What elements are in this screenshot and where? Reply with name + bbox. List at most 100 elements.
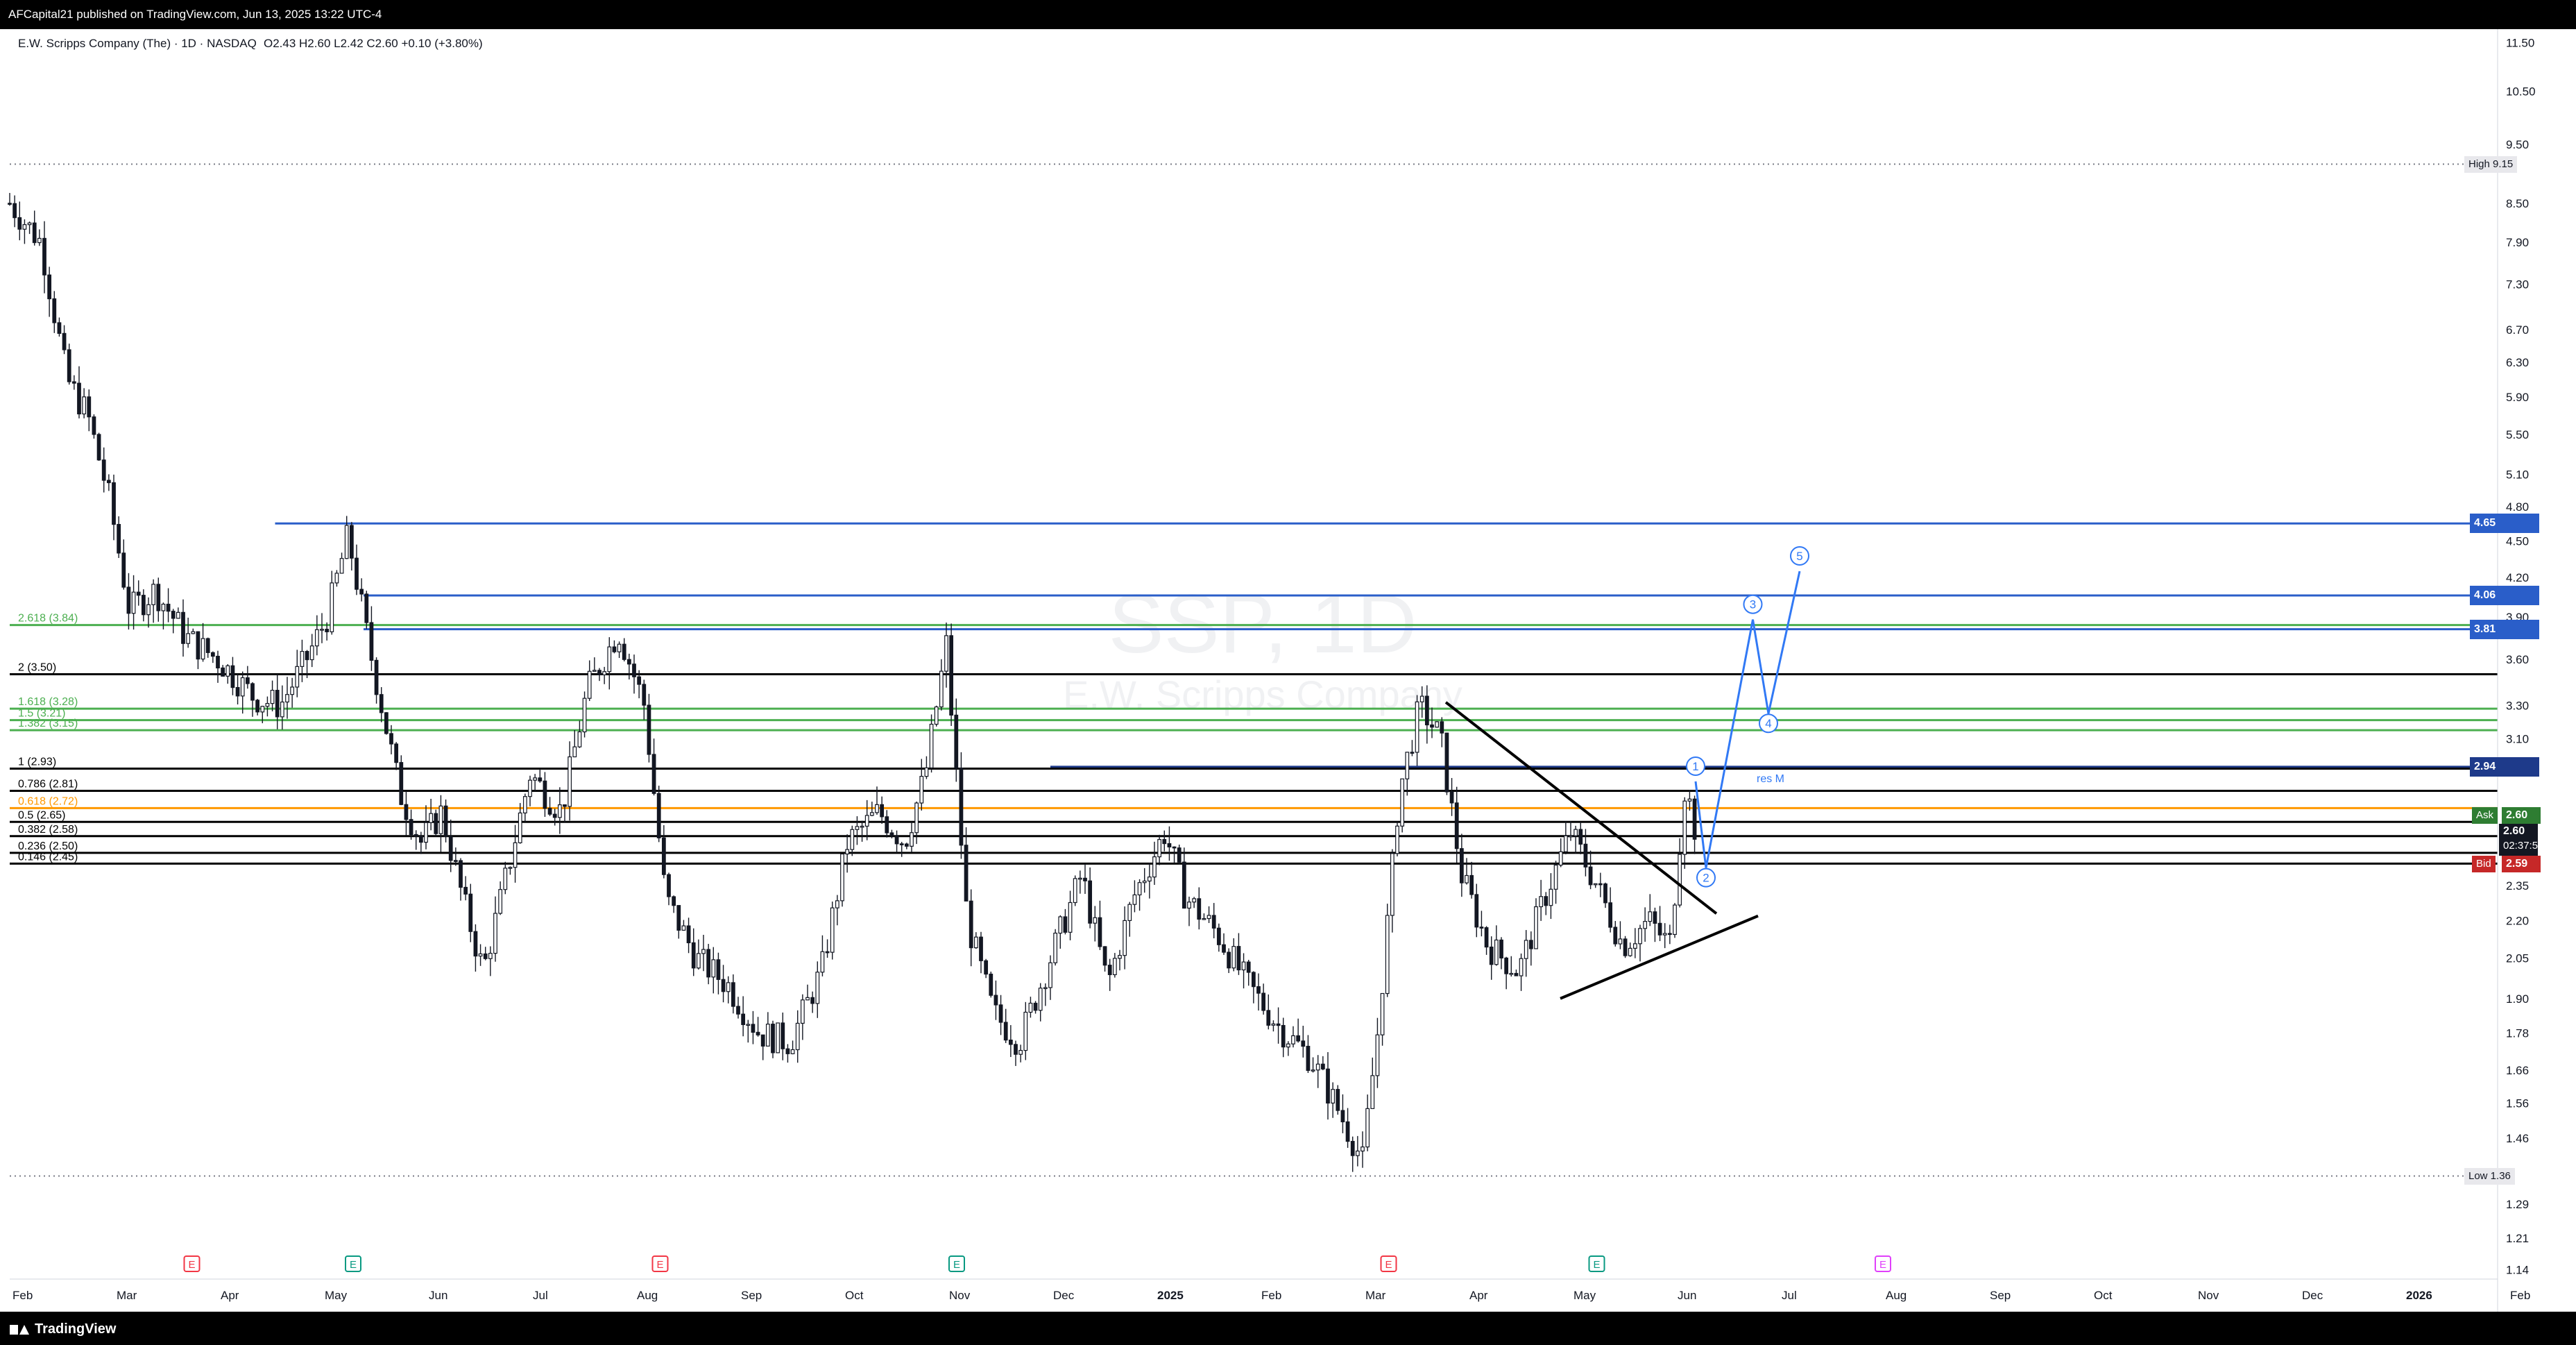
candle (686, 917, 691, 954)
candle-body (1405, 752, 1410, 779)
last-price-label: 2.60 02:37:52 (2499, 823, 2543, 856)
candle (1112, 953, 1117, 978)
candle-body (1286, 1043, 1290, 1048)
candle (101, 447, 106, 493)
earnings-marker-letter: E (1879, 1259, 1886, 1271)
candle (533, 774, 538, 792)
time-tick-label: Oct (2094, 1289, 2113, 1302)
price-tick-label: 6.30 (2506, 356, 2529, 369)
candle (557, 787, 562, 834)
candle-body (869, 812, 874, 816)
candle-body (552, 813, 557, 818)
candle-body (1424, 695, 1429, 726)
wave-label-circle (1686, 756, 1705, 776)
candle (216, 650, 220, 683)
candle (1648, 894, 1653, 927)
candle (1583, 829, 1588, 877)
candle (899, 842, 904, 857)
symbol-watermark: SSP, 1D E.W. Scripps Company (1063, 577, 1462, 716)
candle (374, 657, 379, 704)
candle (691, 928, 696, 976)
candle-body (349, 525, 354, 559)
candle (716, 952, 721, 995)
horizontal-levels[interactable] (10, 163, 2498, 1177)
candle-body (1449, 791, 1454, 804)
candle-body (126, 586, 131, 614)
candle-body (1137, 882, 1142, 896)
candle-body (1241, 961, 1246, 971)
candle (672, 895, 676, 913)
candle (776, 1022, 781, 1054)
tradingview-logo[interactable]: TradingView (10, 1321, 116, 1337)
candle-body (1667, 933, 1672, 936)
time-tick-label: Nov (949, 1289, 971, 1302)
candle-body (1678, 854, 1682, 906)
candle-body (1430, 724, 1434, 728)
time-tick-label: Jul (1782, 1289, 1797, 1302)
candle-body (1336, 1089, 1340, 1111)
candle-body (498, 889, 503, 914)
candle (245, 666, 250, 689)
candle-body (409, 819, 413, 836)
candle (1405, 752, 1410, 796)
fib-level-label: 1 (2.93) (18, 756, 56, 768)
candle-body (647, 704, 651, 755)
candle-body (166, 603, 171, 612)
candle (929, 714, 934, 773)
watermark-ticker: SSP, 1D (1109, 577, 1417, 670)
candle-body (1549, 888, 1553, 906)
candle-body (1528, 940, 1533, 949)
candle (563, 804, 567, 822)
candle (597, 668, 602, 682)
candle-body (468, 893, 473, 932)
candle-body (860, 825, 864, 828)
candle-body (71, 381, 76, 384)
candle-body (954, 714, 959, 769)
candle (1588, 850, 1593, 890)
ask-tag: Ask (2472, 806, 2498, 824)
candle-body (1291, 1035, 1295, 1044)
candle-body (270, 690, 275, 704)
candle (334, 570, 339, 587)
candle-body (800, 999, 805, 1024)
candle-body (265, 703, 270, 707)
candle-body (563, 804, 567, 807)
candle (96, 432, 101, 462)
candle (1068, 890, 1073, 940)
candle-body (626, 659, 631, 665)
candle (295, 650, 300, 697)
candle (864, 800, 869, 840)
candle (349, 522, 354, 571)
candle (617, 641, 622, 659)
candle-body (602, 671, 607, 675)
candle (171, 609, 176, 634)
candle (1152, 841, 1157, 886)
candle (910, 822, 914, 853)
price-tick-label: 9.50 (2506, 138, 2529, 151)
candle (875, 786, 879, 815)
fibonacci-extension[interactable]: 2.618 (3.84) 2 (3.50) 1.618 (3.28)1.5 (3.2… (10, 613, 2498, 865)
candle-body (459, 860, 463, 888)
candle-body (1484, 927, 1489, 948)
candle-body (964, 845, 969, 902)
candle-body (760, 1034, 765, 1047)
candle (765, 1012, 770, 1047)
candle (572, 730, 577, 758)
plot-area[interactable] (10, 29, 2498, 1312)
candle (146, 597, 151, 628)
candle (825, 939, 830, 958)
candle (320, 613, 324, 643)
drawings[interactable]: 1 2 3 4 5 res M (1444, 546, 1809, 1000)
candle-body (830, 907, 835, 953)
candle (230, 657, 235, 695)
candle (1018, 1044, 1023, 1063)
candle-body (1400, 778, 1405, 827)
candle (1296, 1018, 1301, 1043)
candle (429, 799, 434, 831)
price-tick-label: 1.66 (2506, 1064, 2529, 1077)
candle-body (726, 982, 731, 992)
published-text: AFCapital21 published on TradingView.com… (8, 8, 382, 21)
price-tick-label: 5.90 (2506, 391, 2529, 404)
candle (1306, 1035, 1311, 1074)
